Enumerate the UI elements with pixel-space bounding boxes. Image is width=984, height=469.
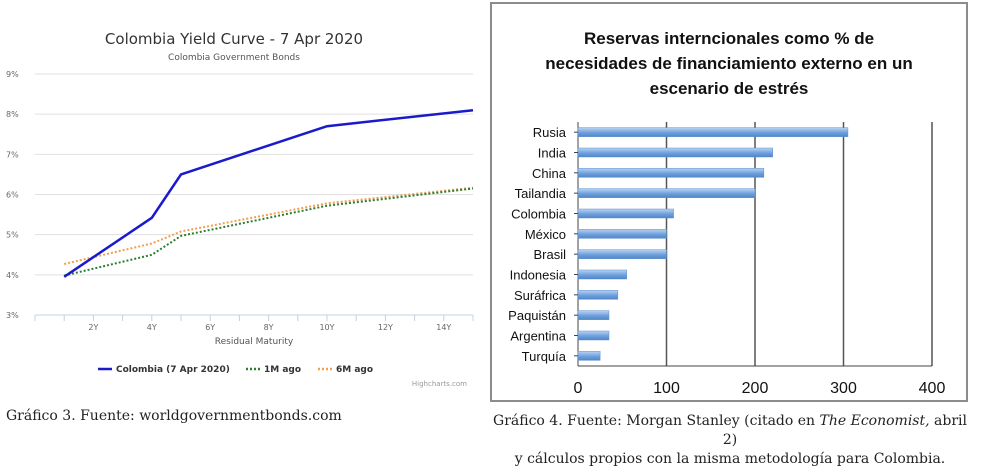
category-label: Rusia (533, 125, 567, 140)
bar-tailandia (577, 188, 756, 198)
y-tick-label: 7% (6, 150, 19, 159)
series-line-6m-ago (63, 186, 474, 265)
chart-title-line: necesidades de financiamiento externo en… (545, 54, 913, 73)
category-label: Colombia (511, 207, 567, 222)
x-tick-label: 0 (574, 380, 583, 397)
category-label: Brasil (533, 247, 566, 262)
caption-grafico-4-italic: The Economist, (819, 413, 930, 429)
legend-label: 6M ago (336, 365, 373, 375)
category-label: Indonesia (510, 268, 567, 283)
bar-colombia (577, 208, 674, 219)
caption-grafico-4-part2: abril 2) (722, 413, 967, 448)
x-tick-label: 100 (653, 380, 680, 397)
x-tick-label: 2Y (88, 323, 98, 332)
highcharts-credit: Highcharts.com (412, 380, 467, 388)
bar-indonesia (577, 269, 627, 280)
caption-grafico-4-part1: Gráfico 4. Fuente: Morgan Stanley (citad… (493, 413, 820, 429)
y-tick-label: 3% (6, 311, 19, 320)
bar-suráfrica (577, 290, 619, 300)
x-tick-label: 6Y (205, 323, 215, 332)
bar-paquistán (577, 310, 610, 320)
bar-china (577, 168, 765, 178)
series-line-1m-ago (63, 187, 474, 277)
caption-grafico-3: Gráfico 3. Fuente: worldgovernmentbonds.… (6, 408, 342, 424)
legend-label: 1M ago (264, 365, 301, 375)
category-label: Argentina (510, 329, 566, 344)
bar-rusia (577, 127, 849, 137)
x-tick-label: 10Y (319, 323, 334, 332)
x-tick-label: 12Y (378, 323, 393, 332)
category-label: China (532, 166, 567, 181)
category-label: India (538, 146, 567, 161)
reserves-bar-chart: Reservas interncionales como % de necesid… (508, 29, 946, 397)
chart-title-line: escenario de estrés (650, 79, 809, 98)
yield-curve-chart: Colombia Yield Curve - 7 Apr 2020 Colombi… (6, 30, 474, 388)
category-label: Turquía (522, 349, 567, 364)
chart-subtitle: Colombia Government Bonds (168, 53, 300, 63)
category-label: Suráfrica (514, 288, 567, 303)
x-axis-label: Residual Maturity (215, 337, 294, 347)
x-tick-label: 300 (830, 380, 857, 397)
x-tick-label: 8Y (264, 323, 274, 332)
y-tick-label: 6% (6, 191, 19, 200)
bar-turquía (577, 351, 601, 361)
caption-grafico-4: Gráfico 4. Fuente: Morgan Stanley (citad… (490, 412, 970, 469)
series-line-colombia (63, 108, 474, 278)
y-tick-label: 8% (6, 110, 19, 119)
bar-méxico (577, 229, 667, 239)
x-tick-label: 200 (742, 380, 769, 397)
reserves-chart-panel: Reservas interncionales como % de necesid… (490, 2, 968, 402)
chart-title-line: Reservas interncionales como % de (584, 29, 874, 48)
category-label: Tailandia (515, 186, 567, 201)
caption-grafico-4-line2: y cálculos propios con la misma metodolo… (514, 451, 946, 467)
bar-india (577, 147, 773, 158)
y-tick-label: 4% (6, 271, 19, 280)
category-label: México (525, 227, 566, 242)
y-tick-label: 9% (6, 70, 19, 79)
bar-argentina (577, 330, 610, 341)
x-tick-label: 4Y (147, 323, 157, 332)
chart-title: Colombia Yield Curve - 7 Apr 2020 (105, 30, 363, 48)
x-tick-label: 14Y (436, 323, 451, 332)
x-tick-label: 400 (919, 380, 946, 397)
bar-brasil (577, 249, 667, 259)
y-tick-label: 5% (6, 231, 19, 240)
category-label: Paquistán (508, 308, 566, 323)
legend-label: Colombia (7 Apr 2020) (116, 365, 230, 375)
